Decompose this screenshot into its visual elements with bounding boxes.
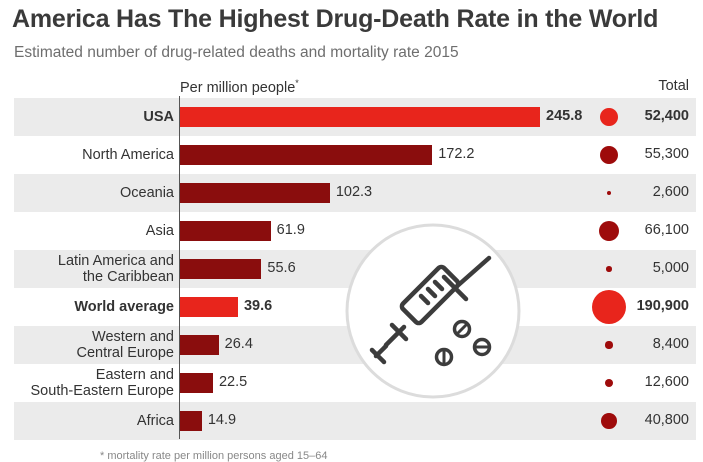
category-label-world-average: World average	[74, 299, 174, 315]
category-label-line: North America	[82, 147, 174, 163]
category-label-usa: USA	[143, 109, 174, 125]
bar-north-america	[180, 145, 433, 165]
category-label-africa: Africa	[137, 413, 174, 429]
category-label-line: Asia	[145, 223, 174, 239]
total-bubble-western-and-central-europe	[605, 341, 613, 349]
category-label-line: Latin America and	[57, 253, 174, 269]
row-band	[14, 402, 696, 440]
total-bubble-north-america	[599, 145, 619, 165]
category-label-line: Central Europe	[76, 345, 174, 361]
bar-eastern-and-south-eastern-europe	[180, 373, 213, 393]
value-label-north-america: 172.2	[438, 146, 475, 162]
category-label-western-and-central-europe: Western and Central Europe	[76, 329, 174, 361]
total-column-header: Total	[658, 78, 689, 94]
bar-asia	[180, 221, 271, 241]
category-label-latin-america-and-the-caribbean: Latin America and the Caribbean	[58, 253, 174, 285]
value-label-latin-america-and-the-caribbean: 55.6	[267, 260, 296, 276]
total-value-usa: 52,400	[644, 108, 689, 124]
total-bubble-usa	[600, 108, 618, 126]
category-label-line: World average	[74, 299, 174, 315]
bar-usa	[180, 107, 540, 127]
bar-world-average	[180, 297, 238, 317]
value-column-header: Per million people*	[180, 78, 299, 96]
syringe-icon	[345, 223, 521, 399]
bar-africa	[180, 411, 202, 431]
bar-oceania	[180, 183, 330, 203]
value-label-africa: 14.9	[207, 412, 237, 428]
total-bubble-eastern-and-south-eastern-europe	[604, 378, 614, 388]
footnote: * mortality rate per million persons age…	[100, 450, 328, 462]
bar-western-and-central-europe	[180, 335, 219, 355]
total-bubble-world-average	[592, 290, 626, 324]
total-bubble-latin-america-and-the-caribbean	[606, 266, 612, 272]
y-axis-line	[179, 96, 180, 439]
total-bubble-oceania	[607, 191, 611, 195]
total-value-asia: 66,100	[644, 222, 689, 238]
category-label-eastern-and-south-eastern-europe: Eastern and South-Eastern Europe	[31, 367, 174, 399]
category-label-line: Africa	[136, 413, 174, 429]
category-label-line: Eastern and	[95, 367, 174, 383]
category-label-line: Oceania	[119, 185, 174, 201]
value-label-world-average: 39.6	[243, 298, 273, 314]
total-bubble-asia	[598, 220, 619, 241]
footnote-marker: *	[295, 78, 299, 88]
category-label-line: the Caribbean	[82, 269, 174, 285]
total-value-world-average: 190,900	[636, 298, 689, 314]
chart-title: America Has The Highest Drug-Death Rate …	[12, 5, 659, 33]
total-value-africa: 40,800	[644, 412, 689, 428]
chart-subtitle: Estimated number of drug-related deaths …	[14, 44, 459, 61]
value-label-eastern-and-south-eastern-europe: 22.5	[218, 374, 248, 390]
pill-icons	[434, 319, 492, 367]
total-bubble-africa	[601, 413, 617, 429]
category-label-line: South-Eastern Europe	[30, 383, 174, 399]
value-label-western-and-central-europe: 26.4	[224, 336, 253, 352]
total-value-eastern-and-south-eastern-europe: 12,600	[644, 374, 689, 390]
value-label-usa: 245.8	[546, 108, 583, 124]
value-label-asia: 61.9	[276, 222, 305, 238]
category-label-asia: Asia	[146, 223, 174, 239]
total-value-oceania: 2,600	[652, 184, 689, 200]
total-value-latin-america-and-the-caribbean: 5,000	[652, 260, 689, 276]
total-value-north-america: 55,300	[644, 146, 689, 162]
row-band	[14, 174, 696, 212]
bar-latin-america-and-the-caribbean	[180, 259, 262, 279]
category-label-line: USA	[143, 109, 174, 125]
value-column-header-text: Per million people	[180, 79, 296, 96]
category-label-north-america: North America	[82, 147, 174, 163]
total-value-western-and-central-europe: 8,400	[652, 336, 689, 352]
value-label-oceania: 102.3	[335, 184, 373, 200]
category-label-oceania: Oceania	[120, 185, 174, 201]
category-label-line: Western and	[92, 329, 174, 345]
